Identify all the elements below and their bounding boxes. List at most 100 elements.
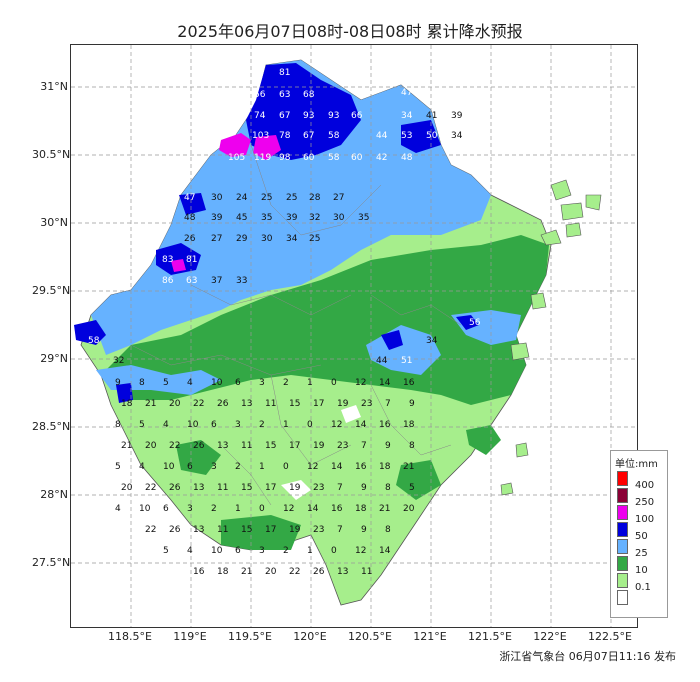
rain-value: 11 [265, 399, 276, 409]
rain-value: 48 [184, 213, 196, 223]
rain-value: 81 [186, 255, 197, 265]
rain-value: 25 [261, 193, 272, 203]
rain-value: 26 [169, 525, 181, 535]
rain-value: 56 [254, 90, 266, 100]
lon-label: 122.5°E [588, 630, 632, 643]
legend-item: 10 [617, 556, 667, 576]
legend-label: 25 [635, 548, 648, 559]
rain-value: 4 [187, 546, 193, 556]
rain-value: 17 [289, 441, 300, 451]
rain-value: 119 [254, 153, 271, 163]
rain-value: 21 [121, 441, 132, 451]
rain-value: 17 [313, 399, 324, 409]
rain-value: 53 [401, 131, 412, 141]
rain-value: 22 [145, 483, 156, 493]
rain-value: 26 [184, 234, 196, 244]
rain-value: 3 [259, 546, 265, 556]
rain-value: 10 [163, 462, 175, 472]
rain-value: 11 [217, 483, 228, 493]
rain-value: 93 [328, 111, 339, 121]
rain-value: 19 [289, 483, 301, 493]
rain-value: 7 [337, 525, 343, 535]
rain-value: 16 [379, 420, 391, 430]
rain-value: 9 [409, 399, 415, 409]
lat-label: 29°N [40, 352, 68, 365]
lon-label: 118.5°E [108, 630, 152, 643]
rain-value: 50 [426, 131, 438, 141]
legend-swatch [617, 505, 628, 520]
rain-value: 26 [313, 567, 325, 577]
rain-value: 2 [235, 462, 241, 472]
rain-value: 41 [426, 111, 437, 121]
rain-value: 9 [385, 441, 391, 451]
rain-value: 44 [376, 131, 388, 141]
rain-value: 23 [361, 399, 372, 409]
rain-value: 14 [331, 462, 343, 472]
rain-value: 27 [333, 193, 344, 203]
rain-value: 22 [193, 399, 204, 409]
lon-label: 120°E [293, 630, 327, 643]
lon-label: 119.5°E [228, 630, 272, 643]
rain-value: 30 [211, 193, 223, 203]
rain-value: 15 [241, 525, 252, 535]
rain-value: 48 [401, 153, 413, 163]
rain-value: 51 [401, 356, 412, 366]
blue-25-50-area [91, 60, 491, 355]
legend-item: 100 [617, 505, 667, 525]
rain-value: 2 [211, 504, 217, 514]
rain-value: 23 [313, 483, 324, 493]
magenta-100-250-area [171, 259, 186, 272]
rain-value: 4 [115, 504, 121, 514]
legend-label: 100 [635, 514, 655, 525]
lon-label: 119°E [173, 630, 207, 643]
rain-value: 6 [187, 462, 193, 472]
rain-value: 6 [235, 546, 241, 556]
legend-item [617, 590, 667, 605]
legend-swatch [617, 573, 628, 588]
rain-value: 16 [193, 567, 205, 577]
legend-swatch [617, 539, 628, 554]
rain-value: 32 [309, 213, 320, 223]
map-canvas: 81 56 63 68 74 67 93 93 66 103 78 67 58 … [71, 45, 637, 627]
rain-value: 0 [283, 462, 289, 472]
rain-value: 4 [163, 420, 169, 430]
rain-value: 26 [169, 483, 181, 493]
rain-value: 26 [193, 441, 205, 451]
rain-value: 6 [211, 420, 217, 430]
rain-value: 20 [169, 399, 181, 409]
lon-label: 120.5°E [348, 630, 392, 643]
legend-label: 0.1 [635, 582, 651, 593]
blue-50-100-area [179, 193, 206, 215]
rain-value: 20 [265, 567, 277, 577]
rain-value: 15 [289, 399, 300, 409]
rain-value: 66 [351, 111, 363, 121]
rain-value: 81 [279, 68, 290, 78]
rain-value: 18 [355, 504, 367, 514]
lat-label: 30.5°N [32, 148, 71, 161]
rain-value: 7 [361, 441, 367, 451]
rain-value: 22 [169, 441, 180, 451]
legend-title: 单位:mm [615, 459, 658, 470]
rain-value: 15 [265, 441, 276, 451]
rain-value: 20 [121, 483, 133, 493]
rain-value: 42 [376, 153, 387, 163]
rain-value: 9 [115, 378, 121, 388]
rain-value: 21 [379, 504, 390, 514]
rain-value: 11 [217, 525, 228, 535]
rain-value: 17 [265, 483, 276, 493]
rain-value: 25 [309, 234, 320, 244]
lat-label: 29.5°N [32, 284, 71, 297]
rain-value: 19 [337, 399, 349, 409]
rain-value: 83 [162, 255, 173, 265]
rain-value: 5 [139, 420, 145, 430]
rain-value: 30 [333, 213, 345, 223]
lon-label: 121°E [413, 630, 447, 643]
rain-value: 1 [307, 546, 313, 556]
rain-value: 98 [279, 153, 291, 163]
map-title: 2025年06月07日08时-08日08时 累计降水预报 [177, 22, 523, 41]
rain-value: 9 [361, 525, 367, 535]
rain-value: 4 [139, 462, 145, 472]
legend-swatch [617, 590, 628, 605]
rain-value: 25 [286, 193, 297, 203]
